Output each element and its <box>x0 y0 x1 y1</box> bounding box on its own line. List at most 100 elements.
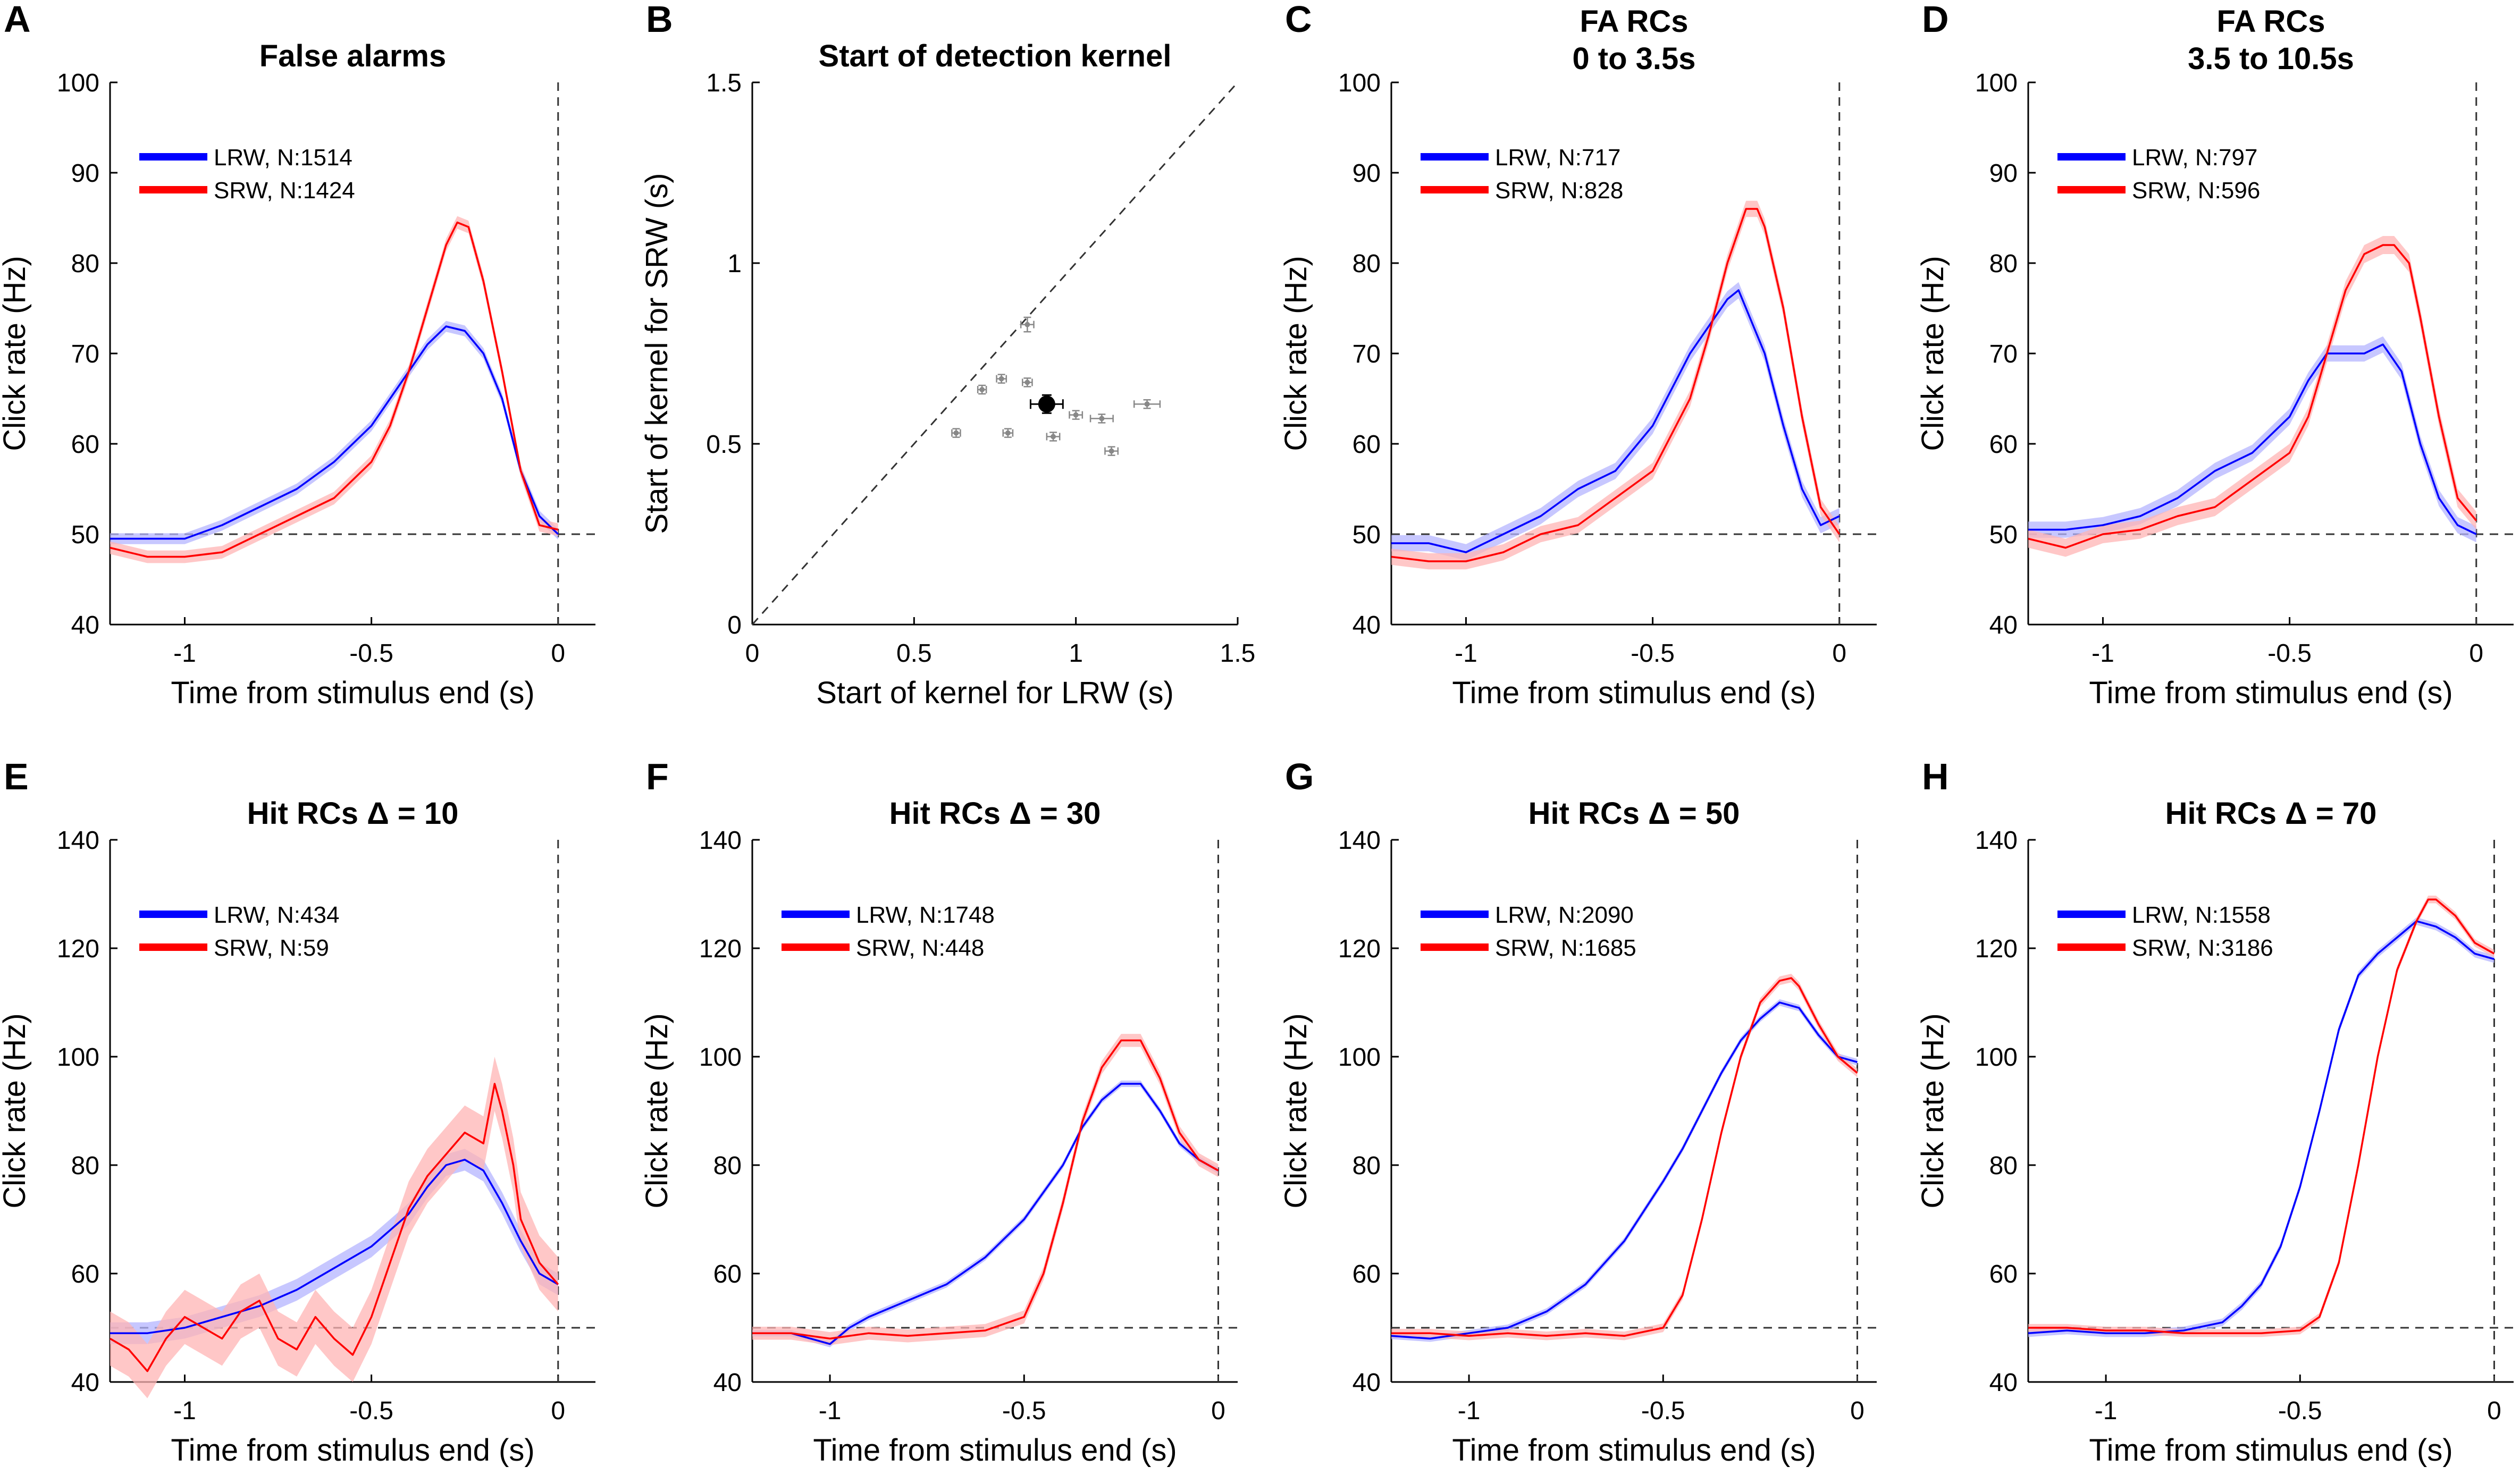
y-tick-label: 90 <box>71 159 99 188</box>
x-tick-label: -0.5 <box>349 639 393 668</box>
y-tick-label: 60 <box>713 1260 742 1288</box>
lrw-series-line <box>2028 920 2494 1334</box>
lrw-error-band <box>752 1080 1219 1347</box>
lrw-series-line <box>1391 289 1840 553</box>
mean-marker <box>1038 395 1055 413</box>
mean-point <box>1029 394 1064 414</box>
y-tick-label: 140 <box>699 827 742 855</box>
x-tick-label: -1 <box>1455 639 1477 668</box>
y-tick-label: 50 <box>71 521 99 549</box>
srw-error-band <box>1391 200 1839 570</box>
y-tick-label: 80 <box>71 1152 99 1180</box>
lrw-series-line <box>110 1159 559 1334</box>
scatter-marker <box>979 387 985 392</box>
lrw-series-line <box>110 325 559 540</box>
x-axis-label: Time from stimulus end (s) <box>2089 676 2452 710</box>
y-tick-label: 40 <box>1989 611 2018 639</box>
x-tick-label: -0.5 <box>1641 1397 1685 1425</box>
lrw-error-band <box>1391 282 1839 561</box>
scatter-marker <box>1099 416 1105 422</box>
x-tick-label: -0.5 <box>2278 1397 2322 1425</box>
scatter-point <box>1046 432 1061 442</box>
x-tick-label: -1 <box>2095 1397 2118 1425</box>
panel-title: Hit RCs Δ = 50 <box>1528 796 1740 831</box>
panel-title: 3.5 to 10.5s <box>2188 41 2354 76</box>
srw-series-line <box>110 221 559 558</box>
y-tick-label: 70 <box>1353 340 1381 368</box>
panel-h: H Hit RCs Δ = 70 40 60 80 100 120 140 -1 -0.5 0 Tim… <box>1916 756 2514 1468</box>
x-tick-label: -0.5 <box>1002 1397 1046 1425</box>
y-tick-label: 80 <box>1989 250 2018 278</box>
panel-b: B Start of detection kernel 0 0.5 1 1.5 0 0.5 1 1… <box>640 0 1255 710</box>
panel-letter: F <box>646 756 669 797</box>
srw-series-line <box>2028 244 2477 549</box>
scatter-point <box>977 384 987 395</box>
x-tick-label: 0.5 <box>896 639 932 668</box>
lrw-legend-label: LRW, N:797 <box>2132 145 2257 171</box>
lrw-error-band <box>2028 917 2494 1337</box>
x-axis-label: Time from stimulus end (s) <box>171 1433 534 1468</box>
panel-g: G Hit RCs Δ = 50 40 60 80 100 120 140 -1 -0.5 0 Tim… <box>1279 756 1877 1468</box>
identity-diagonal-line <box>751 81 1239 626</box>
x-axis-label: Time from stimulus end (s) <box>171 676 534 710</box>
x-tick-label: 0 <box>1850 1397 1864 1425</box>
lrw-legend-label: LRW, N:1514 <box>214 145 352 171</box>
x-tick-label: 0 <box>551 639 565 668</box>
lrw-legend-label: LRW, N:1748 <box>856 902 995 928</box>
srw-error-band <box>2028 896 2494 1337</box>
panel-title: FA RCs <box>2216 4 2325 39</box>
y-axis-label: Click rate (Hz) <box>640 1013 674 1208</box>
y-axis-label: Click rate (Hz) <box>1916 1013 1950 1208</box>
x-tick-label: -1 <box>173 639 196 668</box>
y-tick-label: 140 <box>1975 827 2018 855</box>
x-axis-label: Time from stimulus end (s) <box>1452 1433 1816 1468</box>
scatter-point <box>1133 399 1161 409</box>
panel-letter: E <box>4 756 29 797</box>
panel-title: False alarms <box>259 39 446 73</box>
y-tick-label: 40 <box>1989 1369 2018 1397</box>
y-tick-label: 120 <box>1338 935 1381 963</box>
y-tick-label: 80 <box>1353 1152 1381 1180</box>
panel-letter: D <box>1922 0 1949 40</box>
y-tick-label: 60 <box>1353 431 1381 459</box>
srw-legend-label: SRW, N:1424 <box>214 178 355 204</box>
x-tick-label: -0.5 <box>2267 639 2312 668</box>
scatter-marker <box>1073 412 1079 418</box>
y-tick-label: 80 <box>1353 250 1381 278</box>
scatter-marker <box>1144 401 1150 407</box>
srw-legend-label: SRW, N:59 <box>214 935 329 961</box>
x-tick-label: 0 <box>2487 1397 2501 1425</box>
scatter-marker <box>1024 380 1030 385</box>
scatter-point <box>1020 316 1035 333</box>
y-tick-label: 100 <box>1338 69 1381 97</box>
y-axis-label: Click rate (Hz) <box>0 1013 32 1208</box>
srw-legend-label: SRW, N:828 <box>1495 178 1623 204</box>
lrw-error-band <box>110 1149 558 1344</box>
panel-title: 0 to 3.5s <box>1572 41 1695 76</box>
y-tick-label: 80 <box>71 250 99 278</box>
srw-legend-label: SRW, N:1685 <box>1495 935 1636 961</box>
y-tick-label: 140 <box>1338 827 1381 855</box>
scatter-marker <box>1108 448 1114 454</box>
y-tick-label: 60 <box>1989 1260 2018 1288</box>
y-tick-label: 100 <box>1975 1043 2018 1072</box>
y-tick-label: 80 <box>713 1152 742 1180</box>
y-tick-label: 40 <box>1353 611 1381 639</box>
lrw-error-band <box>2028 336 2476 543</box>
x-tick-label: 0 <box>745 639 760 668</box>
scatter-point <box>996 374 1007 384</box>
x-axis-label: Time from stimulus end (s) <box>1452 676 1816 710</box>
srw-series-line <box>1391 977 1858 1337</box>
x-axis-label: Time from stimulus end (s) <box>2089 1433 2452 1468</box>
x-tick-label: 0 <box>2469 639 2483 668</box>
y-tick-label: 40 <box>71 611 99 639</box>
lrw-error-band <box>1391 999 1858 1342</box>
scatter-marker <box>998 376 1004 382</box>
y-tick-label: 50 <box>1989 521 2018 549</box>
scatter-point <box>1069 410 1083 420</box>
x-tick-label: 0 <box>1211 1397 1225 1425</box>
panel-title: Hit RCs Δ = 30 <box>889 796 1101 831</box>
x-axis-label: Time from stimulus end (s) <box>813 1433 1177 1468</box>
srw-error-band <box>1391 973 1858 1341</box>
